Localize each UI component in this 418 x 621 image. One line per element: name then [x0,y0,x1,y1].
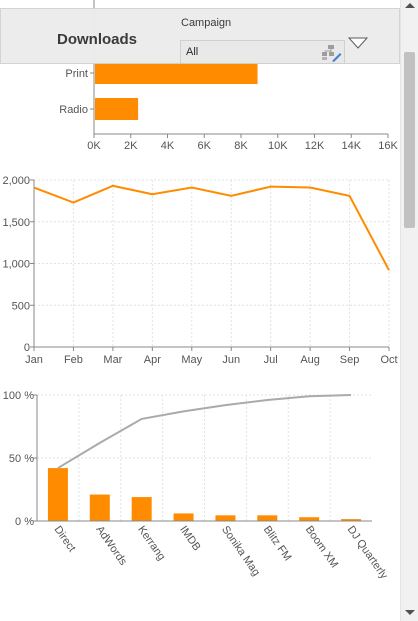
x-tick-label: Direct [51,524,77,554]
y-tick-label: 0 [24,342,30,354]
bar-direct [47,468,68,521]
x-tick-label: 10K [268,140,288,152]
x-tick-label: 2K [124,140,138,152]
x-tick-label: Jan [25,354,43,366]
downloads-series-line [33,184,390,271]
x-tick-label: Sep [340,354,360,366]
bar-dj-quarterly [341,519,362,521]
x-tick-label: Blitz FM [261,524,294,563]
campaign-filter-value: All [186,46,199,58]
x-tick-label: IMDB [177,524,203,553]
bar-adwords [89,494,110,521]
y-tick-label: 1,500 [2,217,30,229]
x-tick-label: Mar [103,354,122,366]
x-tick-label: 14K [341,140,361,152]
x-tick-label: Apr [144,354,161,366]
page-title: Downloads [57,31,138,48]
scroll-down-arrow-icon[interactable] [405,610,415,615]
x-tick-label: Sonika Mag [219,524,262,578]
campaign-filter-select[interactable]: All [180,40,345,64]
x-tick-label: Jul [264,354,278,366]
triangle-down-icon[interactable] [348,36,368,50]
pareto-chart: 0 % 50 % 100 % Direct AdWords Kerrang IMDB Soni… [3,390,391,582]
y-tick-label: 1,000 [2,259,30,271]
bar-imdb [173,513,194,521]
x-tick-label: 6K [198,140,212,152]
monthly-downloads-chart: 0 500 1,000 1,500 2,000 Jan Feb Mar Apr May Jun Jul… [2,175,397,366]
x-tick-label: Jun [222,354,240,366]
x-tick-label: Feb [64,354,83,366]
x-tick-label: Kerrang [135,524,167,563]
bar-print [95,62,258,84]
bar-boom-xm [299,517,320,521]
y-tick-label: 100 % [3,390,34,402]
dashboard-content: Print Radio 0K 2K 4K 6K 8K 10K 12K 14K 16K 0 500 1,0… [0,0,400,582]
y-tick-label: 2,000 [2,175,30,187]
header-bar: Downloads Campaign All [0,8,400,64]
x-tick-label: DJ Quarterly [345,524,391,582]
hierarchy-filter-icon[interactable] [320,43,342,62]
bar-kerrang [131,497,152,521]
y-tick-label: Radio [59,104,88,116]
x-tick-label: 0K [87,140,101,152]
x-tick-label: Oct [380,354,397,366]
x-tick-label: 4K [161,140,175,152]
scrollbar-thumb[interactable] [404,52,415,228]
x-tick-label: AdWords [93,524,129,568]
y-tick-label: 0 % [15,516,34,528]
x-tick-label: May [181,354,202,366]
y-tick-label: 50 % [9,453,34,465]
x-tick-label: 16K [378,140,398,152]
scroll-up-arrow-icon[interactable] [405,3,415,8]
campaign-filter-label: Campaign [181,17,232,29]
bar-radio [95,98,139,120]
bar-blitz-fm [257,515,278,521]
y-tick-label: 500 [12,300,30,312]
y-tick-label: Print [65,68,88,80]
vertical-scrollbar[interactable] [400,0,418,621]
cumulative-percent-line [57,394,352,469]
x-tick-label: 8K [234,140,248,152]
downloads-by-campaign-chart: Print Radio 0K 2K 4K 6K 8K 10K 12K 14K 16K [59,0,398,152]
x-tick-label: Aug [300,354,320,366]
x-tick-label: 12K [305,140,325,152]
x-tick-label: Boom XM [303,524,341,570]
bar-sonika-mag [215,515,236,521]
